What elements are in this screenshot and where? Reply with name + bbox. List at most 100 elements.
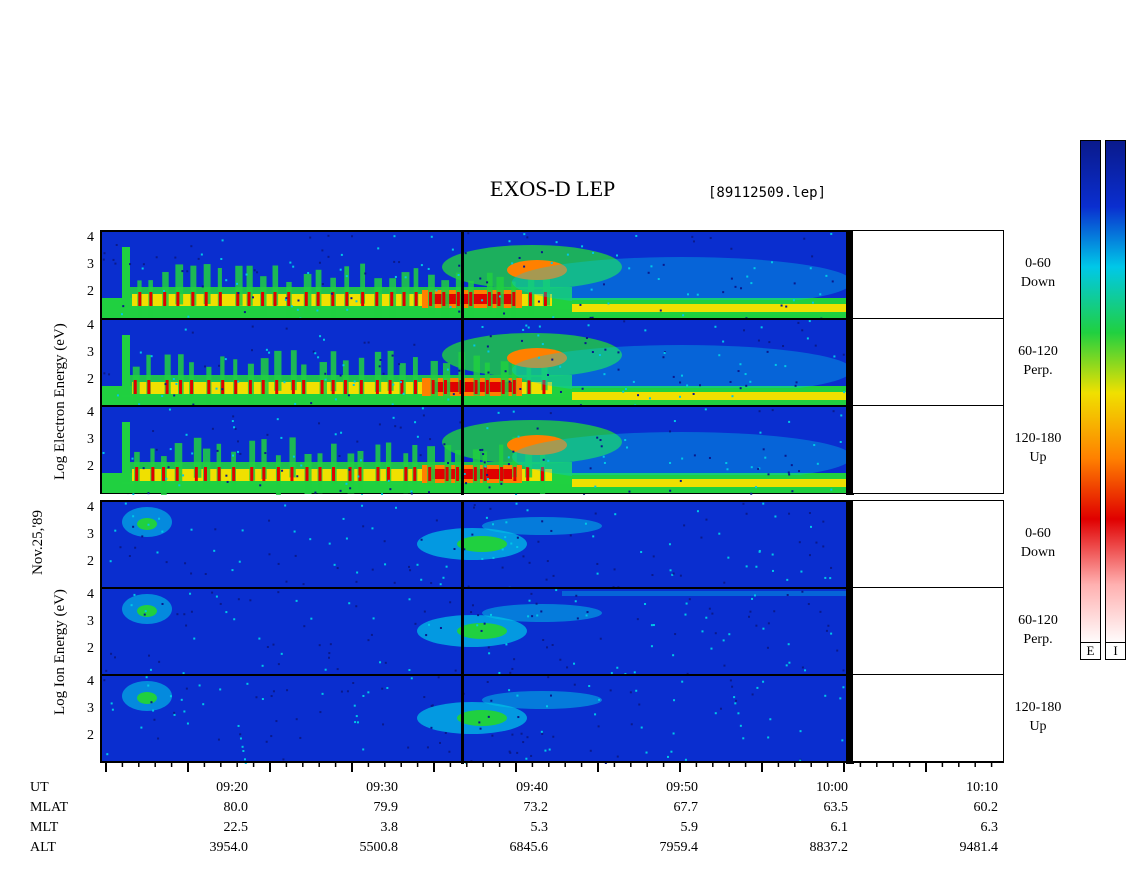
burst-14 [331, 443, 337, 484]
noise-121 [470, 611, 473, 614]
noise-25 [647, 271, 650, 274]
noise-65 [792, 299, 795, 302]
noise-33 [110, 652, 113, 655]
noise-54 [384, 661, 387, 664]
noise-100 [111, 708, 114, 711]
noise-46 [285, 580, 288, 583]
noise-95 [602, 455, 605, 458]
noise-138 [465, 482, 468, 485]
noise-7 [129, 263, 132, 266]
burst-20 [412, 357, 418, 398]
noise-44 [722, 340, 725, 343]
noise-18 [134, 546, 137, 549]
burst-core-13 [318, 467, 322, 481]
noise-70 [430, 235, 433, 238]
noise-128 [488, 486, 491, 489]
noise-74 [261, 698, 264, 701]
noise-3 [516, 536, 519, 539]
noise-30 [328, 656, 331, 659]
noise-126 [422, 414, 425, 417]
noise-109 [814, 344, 817, 347]
empty-region [852, 318, 1004, 407]
noise-26 [617, 351, 620, 354]
noise-3 [479, 448, 482, 451]
noise-68 [245, 273, 248, 276]
noise-49 [672, 375, 675, 378]
noise-85 [757, 339, 760, 342]
noise-8 [699, 384, 702, 387]
pitch-range: 120-180 [1014, 431, 1062, 446]
noise-95 [591, 351, 594, 354]
noise-66 [785, 664, 788, 667]
pitch-direction: Up [1029, 719, 1047, 734]
burst-7 [233, 359, 238, 400]
noise-107 [830, 632, 833, 635]
noise-126 [555, 589, 558, 592]
noise-107 [657, 278, 660, 281]
burst-core-3 [175, 467, 179, 481]
noise-114 [691, 235, 694, 238]
noise-38 [364, 272, 367, 275]
noise-83 [522, 328, 525, 331]
empty-region [852, 405, 1004, 494]
noise-51 [399, 426, 402, 429]
noise-119 [731, 395, 734, 398]
noise-41 [226, 480, 229, 483]
noise-6 [471, 533, 474, 536]
noise-106 [576, 617, 579, 620]
noise-48 [439, 583, 442, 586]
noise-127 [742, 737, 745, 740]
noise-4 [112, 258, 115, 261]
noise-20 [714, 632, 717, 635]
noise-86 [490, 699, 493, 702]
noise-80 [236, 440, 239, 443]
noise-31 [505, 643, 508, 646]
noise-113 [575, 594, 578, 597]
noise-123 [509, 671, 512, 674]
data-end [846, 232, 854, 320]
noise-30 [192, 403, 195, 406]
burst-core-0 [135, 467, 139, 481]
noise-116 [501, 548, 504, 551]
noise-65 [130, 604, 133, 607]
noise-124 [718, 354, 721, 357]
noise-118 [299, 736, 302, 739]
noise-53 [277, 562, 280, 565]
noise-56 [479, 277, 482, 280]
burst-core-15 [345, 292, 349, 306]
noise-66 [339, 374, 342, 377]
noise-135 [284, 298, 287, 301]
noise-78 [683, 524, 686, 527]
noise-91 [251, 296, 254, 299]
y-tick-label: 3 [87, 257, 94, 272]
noise-110 [473, 504, 476, 507]
burst-6 [216, 443, 222, 484]
noise-62 [393, 235, 396, 238]
noise-19 [508, 380, 511, 383]
burst-5 [203, 264, 211, 305]
noise-110 [451, 248, 454, 251]
noise-111 [793, 282, 796, 285]
ephemeris-cell: 73.2 [523, 800, 549, 815]
noise-15 [345, 275, 348, 278]
noise-76 [185, 624, 188, 627]
noise-4 [353, 704, 356, 707]
cloud-core [507, 348, 567, 368]
noise-37 [644, 329, 647, 332]
noise-133 [220, 257, 223, 260]
noise-94 [669, 461, 672, 464]
noise-16 [540, 730, 543, 733]
noise-30 [830, 488, 833, 491]
noise-9 [500, 482, 503, 485]
noise-19 [232, 454, 235, 457]
noise-40 [581, 387, 584, 390]
noise-124 [442, 576, 445, 579]
noise-85 [327, 234, 330, 237]
noise-41 [280, 652, 283, 655]
noise-138 [238, 560, 241, 563]
noise-5 [410, 490, 413, 493]
noise-127 [730, 247, 733, 250]
burst-core-12 [304, 292, 308, 306]
noise-45 [573, 662, 576, 665]
noise-55 [518, 256, 521, 259]
